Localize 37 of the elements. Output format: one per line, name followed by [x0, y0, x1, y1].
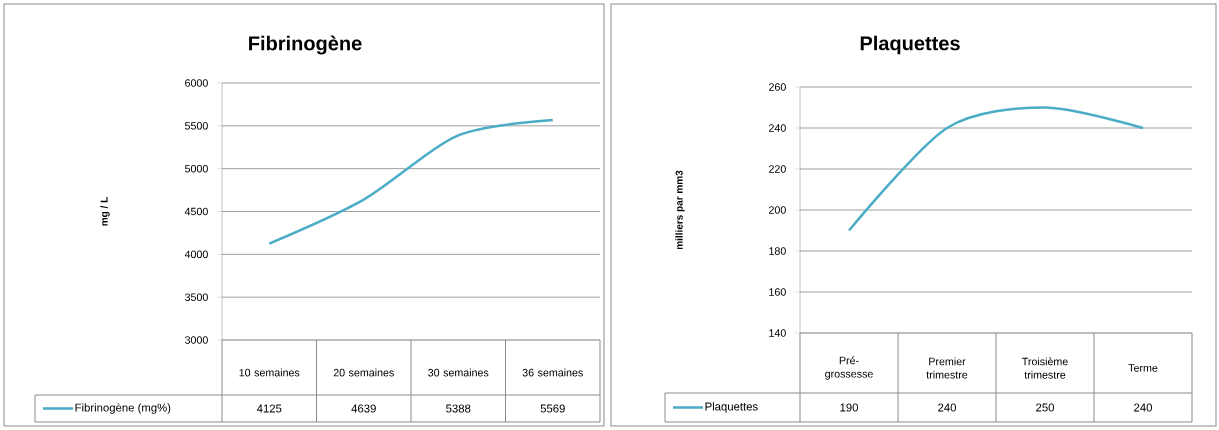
- y-tick-label: 220: [769, 165, 786, 173]
- x-tick-label: Terme: [1128, 364, 1158, 372]
- y-tick-label: 6000: [185, 79, 208, 87]
- chart-title: Plaquettes: [860, 35, 960, 55]
- y-tick-label: 200: [769, 206, 786, 214]
- y-tick-label: 3000: [184, 336, 208, 344]
- y-tick-label: 260: [769, 83, 786, 91]
- data-label: 250: [1036, 403, 1055, 412]
- x-tick-label: 30 semaines: [428, 368, 489, 377]
- y-tick-label: 140: [769, 329, 786, 337]
- data-label: 190: [840, 403, 859, 412]
- y-tick-label: 5500: [184, 122, 208, 130]
- x-tick-label: Troisième trimestre: [1022, 357, 1068, 379]
- line-series: [267, 118, 555, 245]
- data-label: 5388: [446, 404, 471, 413]
- x-tick-label: Pré-grossesse: [825, 356, 873, 380]
- data-label: 240: [938, 403, 957, 412]
- x-tick-label: 20 semaines: [333, 368, 394, 377]
- x-tick-label: Premier trimestre: [926, 357, 968, 379]
- y-axis-title: milliers par mm3: [675, 170, 685, 250]
- data-label: 240: [1134, 403, 1153, 412]
- x-tick-label: 10 semaines: [239, 368, 300, 377]
- y-tick-label: 5000: [184, 164, 208, 173]
- y-tick-label: 4500: [184, 207, 208, 216]
- y-tick-label: 240: [769, 124, 786, 132]
- legend-label: Fibrinogène (mg%): [75, 403, 171, 414]
- y-axis-title: mg / L: [100, 197, 110, 226]
- legend-label: Plaquettes: [705, 402, 758, 413]
- x-tick-label: 36 semaines: [522, 368, 583, 377]
- y-tick-label: 4000: [184, 250, 208, 259]
- y-tick-label: 160: [769, 288, 786, 296]
- data-label: 4125: [256, 404, 282, 413]
- chart-title: Fibrinogène: [249, 35, 362, 55]
- data-label: 5569: [540, 404, 565, 413]
- y-tick-label: 180: [769, 247, 786, 255]
- y-tick-label: 3500: [184, 293, 208, 301]
- data-label: 4639: [351, 404, 376, 413]
